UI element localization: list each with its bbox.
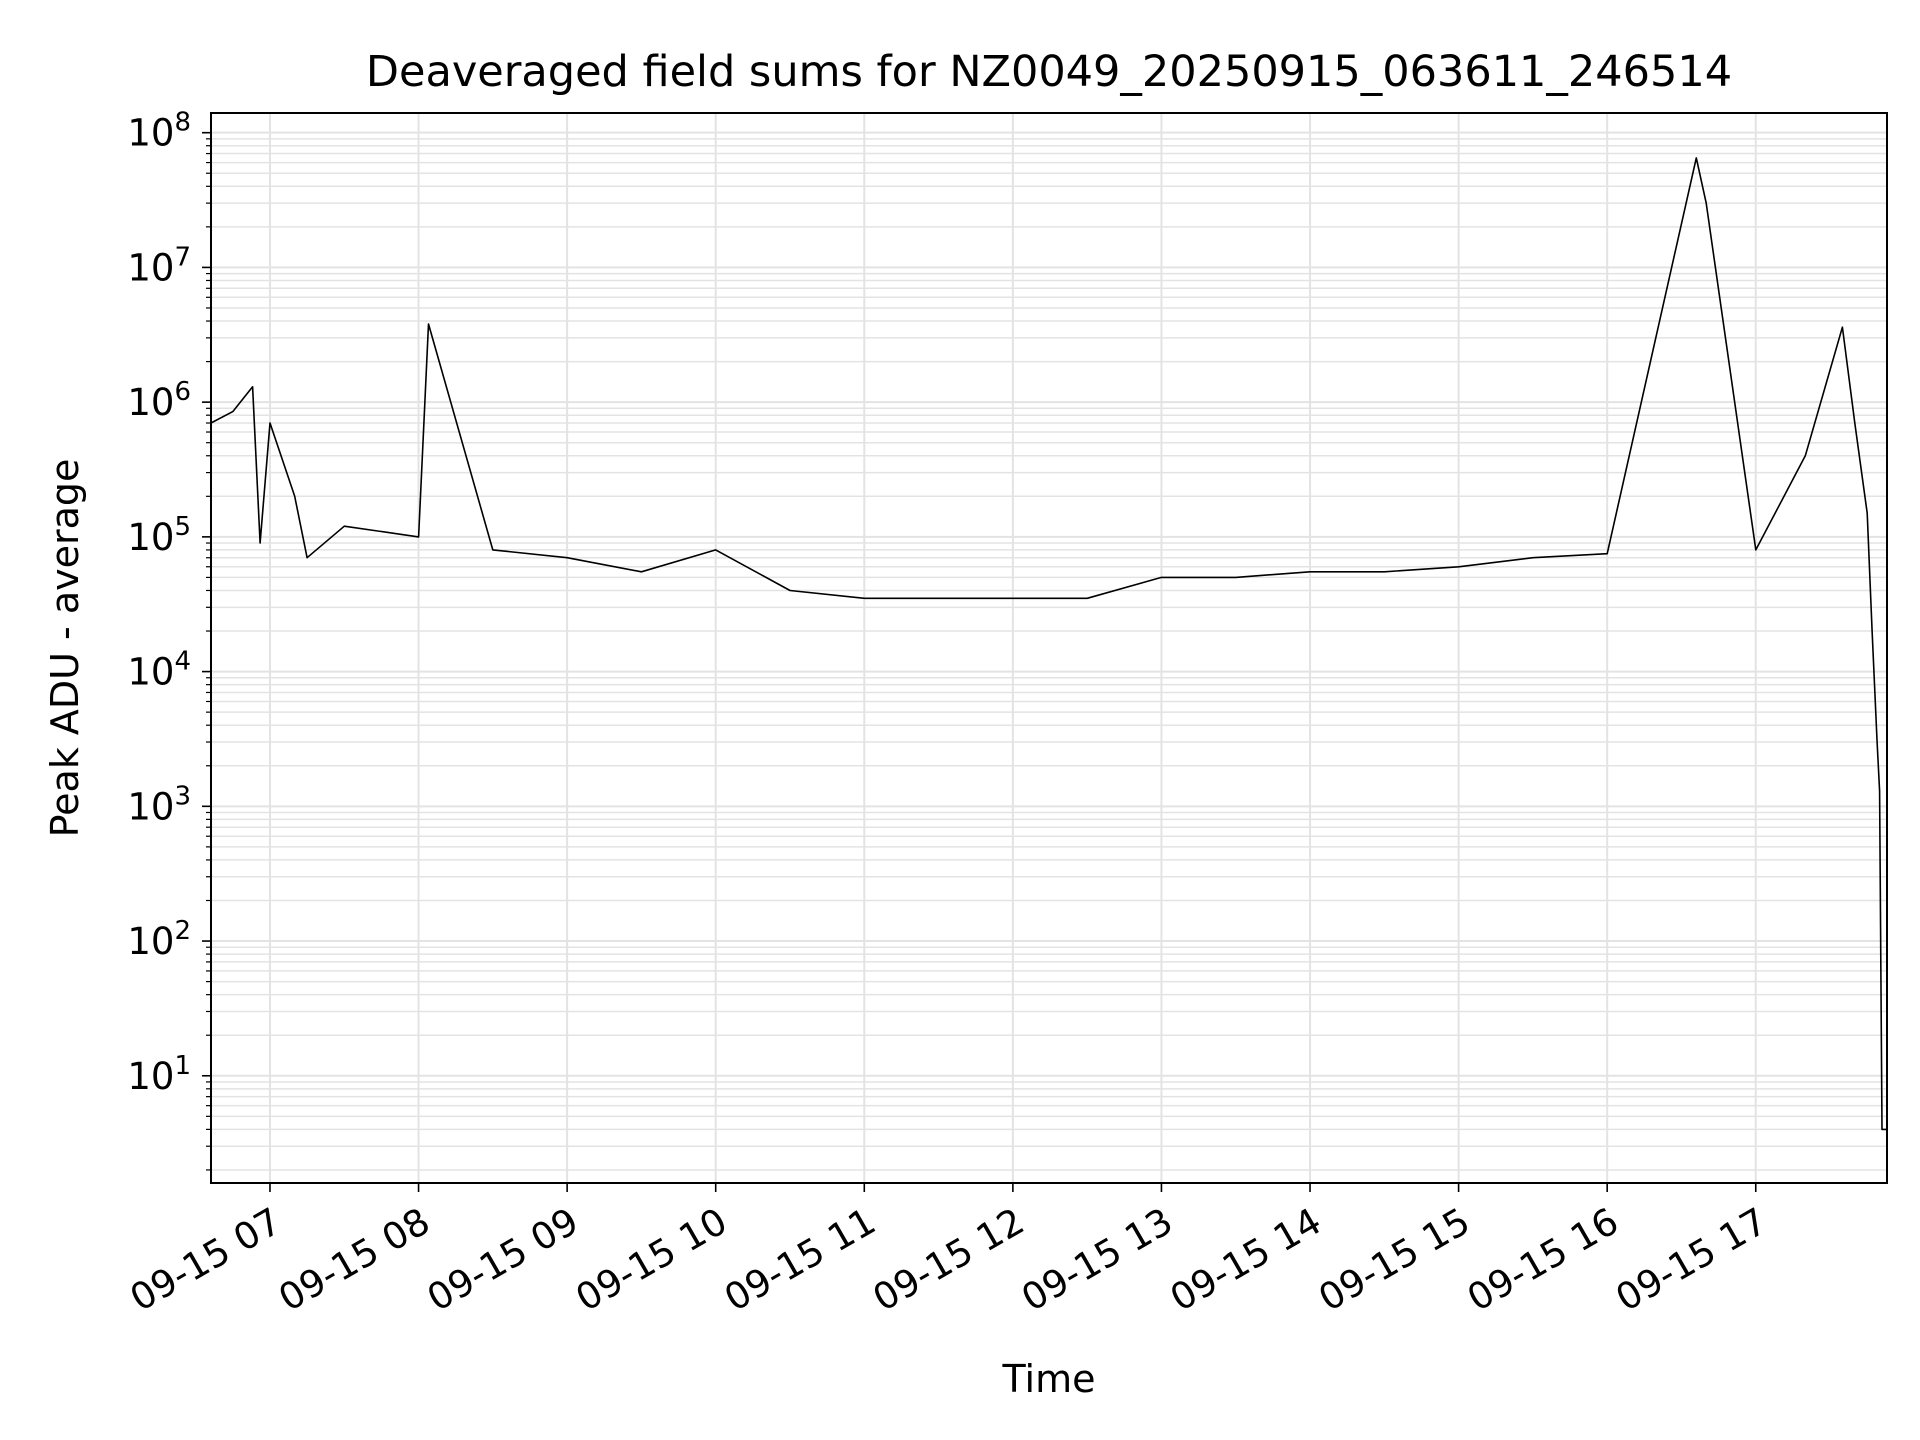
y-tick-label: 107 xyxy=(127,242,191,289)
y-tick-label: 104 xyxy=(127,647,191,694)
y-tick-label: 106 xyxy=(127,377,191,424)
y-tick-label: 101 xyxy=(127,1051,191,1098)
chart-title: Deaveraged field sums for NZ0049_2025091… xyxy=(366,47,1732,97)
y-tick-label: 108 xyxy=(127,108,191,155)
plot-frame xyxy=(210,112,1888,1184)
y-tick-label: 102 xyxy=(127,916,191,963)
x-axis-label: Time xyxy=(1002,1357,1096,1401)
y-axis-label: Peak ADU - average xyxy=(43,459,87,838)
series-line xyxy=(210,157,1887,1131)
series-layer xyxy=(210,157,1887,1131)
y-tick-label: 105 xyxy=(127,512,191,559)
y-tick-label: 103 xyxy=(127,781,191,828)
